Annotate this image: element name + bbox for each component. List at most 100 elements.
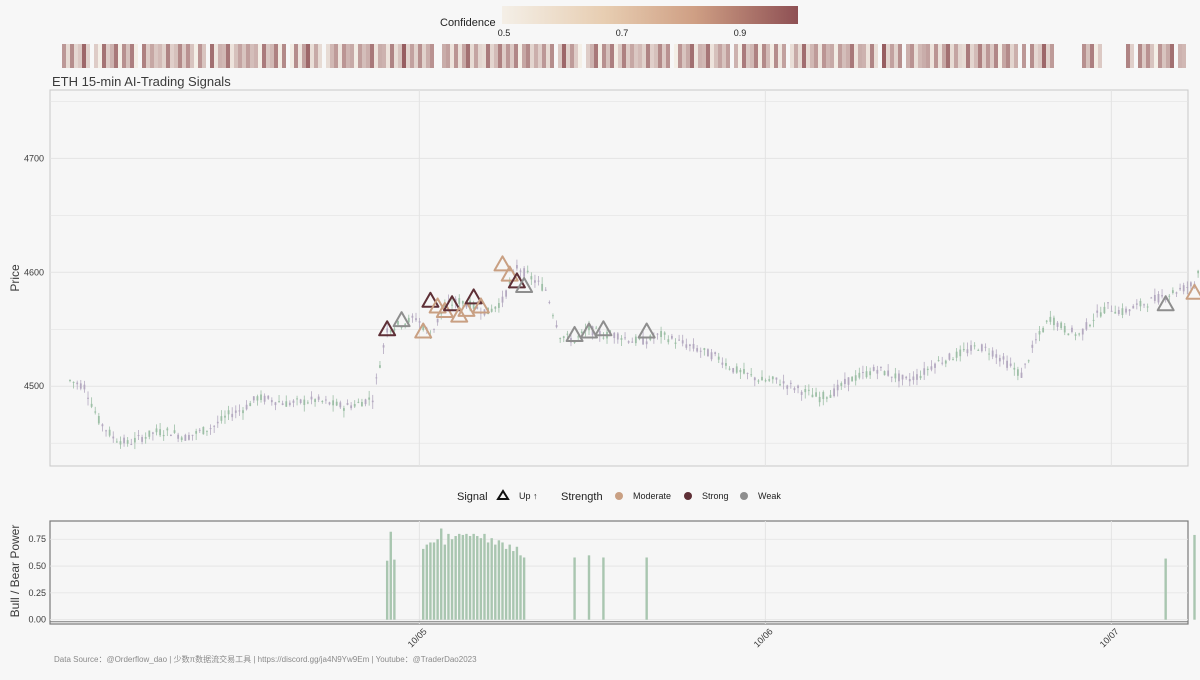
- confidence-strip-cell: [158, 44, 162, 68]
- confidence-strip-cell: [718, 44, 722, 68]
- confidence-strip-cell: [474, 44, 478, 68]
- candle-body: [963, 349, 965, 350]
- candle-body: [375, 377, 377, 378]
- candle-body: [84, 385, 86, 390]
- candle-body: [318, 397, 320, 400]
- candle-body: [289, 403, 291, 405]
- candle-body: [156, 428, 158, 432]
- confidence-strip-cell: [962, 44, 966, 68]
- candle-body: [920, 376, 922, 378]
- candle-body: [494, 307, 496, 309]
- confidence-strip-cell: [450, 44, 454, 68]
- confidence-strip-cell: [198, 44, 202, 68]
- power-bar: [469, 536, 471, 620]
- colorbar-title: Confidence: [440, 17, 496, 29]
- confidence-strip-cell: [974, 44, 978, 68]
- candle-body: [458, 298, 460, 304]
- power-y-ticks: 0.000.250.500.75: [28, 534, 46, 624]
- candle-body: [678, 340, 680, 341]
- confidence-strip-cell: [1006, 44, 1010, 68]
- power-bar: [501, 542, 503, 619]
- confidence-strip-cell: [466, 44, 470, 68]
- confidence-strip-cell: [134, 44, 138, 68]
- candle-body: [556, 325, 558, 327]
- candle-body: [1129, 309, 1131, 311]
- confidence-strip-cell: [674, 44, 678, 68]
- candle-body: [530, 276, 532, 279]
- candle-body: [876, 370, 878, 374]
- candle-body: [646, 341, 648, 344]
- candle-body: [635, 337, 637, 344]
- confidence-strip-cell: [898, 44, 902, 68]
- candle-body: [938, 360, 940, 361]
- candle-body: [1132, 306, 1134, 309]
- candle-body: [220, 416, 222, 421]
- candle-body: [657, 334, 659, 335]
- confidence-strip-cell: [122, 44, 126, 68]
- confidence-strip-cell: [926, 44, 930, 68]
- confidence-strip-cell: [86, 44, 90, 68]
- power-bar: [465, 534, 467, 620]
- chart-title: ETH 15-min AI-Trading Signals: [52, 74, 231, 89]
- confidence-strip-cell: [946, 44, 950, 68]
- candle-body: [102, 424, 104, 426]
- confidence-strip-cell: [822, 44, 826, 68]
- power-bar: [462, 535, 464, 620]
- confidence-strip-cell: [1094, 44, 1098, 68]
- candle-body: [1075, 334, 1077, 336]
- confidence-strip-cell: [930, 44, 934, 68]
- candle-body: [725, 363, 727, 366]
- confidence-strip-cell: [838, 44, 842, 68]
- candle-body: [545, 290, 547, 291]
- confidence-strip-cell: [970, 44, 974, 68]
- candle-body: [534, 280, 536, 282]
- legend-moderate-label: Moderate: [633, 491, 671, 501]
- candle-body: [1042, 328, 1044, 332]
- power-bar: [433, 542, 435, 619]
- candle-body: [1053, 318, 1055, 325]
- confidence-strip-cell: [414, 44, 418, 68]
- candle-body: [120, 441, 122, 444]
- candle-body: [466, 305, 468, 308]
- confidence-strip-cell: [690, 44, 694, 68]
- confidence-strip-cell: [202, 44, 206, 68]
- candle-body: [365, 399, 367, 404]
- confidence-strip-cell: [546, 44, 550, 68]
- confidence-strip-cell: [742, 44, 746, 68]
- confidence-strip-cell: [482, 44, 486, 68]
- confidence-strip-cell: [302, 44, 306, 68]
- confidence-strip-cell: [334, 44, 338, 68]
- candle-body: [368, 398, 370, 400]
- candle-body: [1024, 364, 1026, 365]
- confidence-strip-cell: [874, 44, 878, 68]
- confidence-strip-cell: [462, 44, 466, 68]
- candle-body: [1096, 311, 1098, 313]
- confidence-strip-cell: [758, 44, 762, 68]
- confidence-strip-cell: [638, 44, 642, 68]
- candle-body: [437, 319, 439, 323]
- candle-body: [902, 375, 904, 380]
- candle-body: [174, 430, 176, 433]
- candle-body: [912, 377, 914, 381]
- candle-body: [783, 381, 785, 383]
- candle-body: [974, 345, 976, 346]
- candle-body: [628, 341, 630, 343]
- confidence-strip-cell: [282, 44, 286, 68]
- candle-body: [1093, 320, 1095, 321]
- confidence-strip-cell: [950, 44, 954, 68]
- confidence-strip-cell: [510, 44, 514, 68]
- candle-body: [718, 357, 720, 360]
- candle-body: [1125, 309, 1127, 313]
- candle-body: [1071, 328, 1073, 332]
- confidence-strip-cell: [826, 44, 830, 68]
- confidence-strip-cell: [1038, 44, 1042, 68]
- candle-body: [184, 435, 186, 441]
- confidence-strip-cell: [278, 44, 282, 68]
- confidence-strip-cell: [294, 44, 298, 68]
- confidence-strip-cell: [562, 44, 566, 68]
- confidence-strip-cell: [802, 44, 806, 68]
- candle-body: [952, 359, 954, 360]
- confidence-strip-cell: [1162, 44, 1166, 68]
